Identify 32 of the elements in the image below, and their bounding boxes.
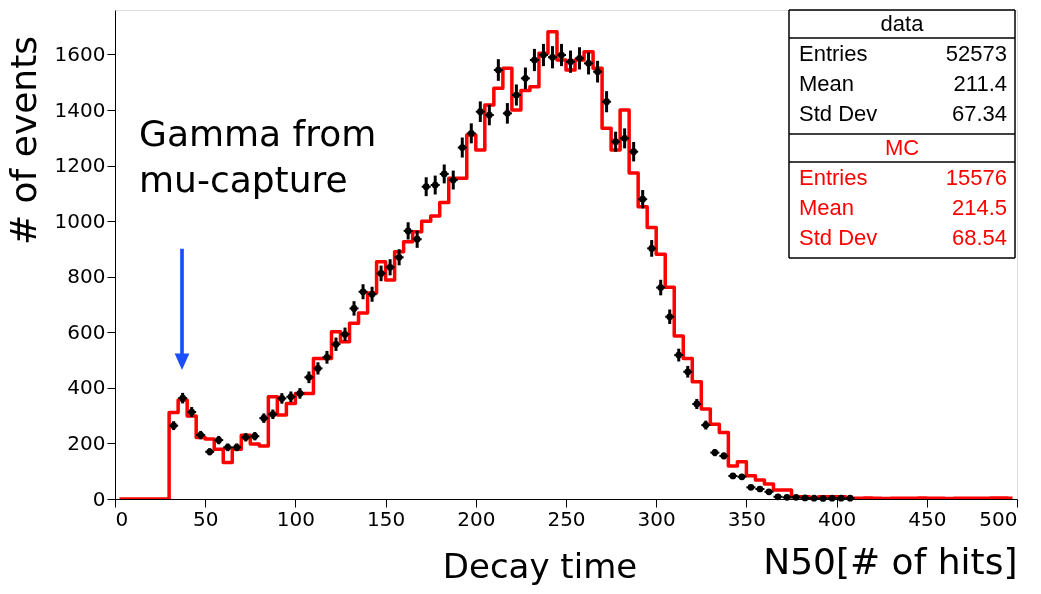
x-tick-label: 300 — [637, 506, 676, 531]
y-tick-label: 1000 — [54, 208, 106, 233]
y-tick-label: 400 — [67, 375, 106, 400]
y-tick-label: 1400 — [54, 97, 106, 122]
x-axis-title: N50[# of hits] — [763, 540, 1018, 582]
text: data — [880, 11, 925, 36]
text: MC — [884, 135, 920, 160]
y-tick-label: 600 — [67, 319, 106, 344]
x-tick-label: 400 — [818, 506, 857, 531]
x-tick-label: 50 — [192, 506, 219, 531]
x-tick-label: 250 — [547, 506, 586, 531]
text: Mean 214.5 — [799, 195, 1007, 220]
y-tick-label: 1200 — [54, 153, 106, 178]
y-tick-label: 1600 — [54, 41, 106, 66]
text: Mean 211.4 — [799, 71, 1007, 96]
x-tick-label: 450 — [908, 506, 947, 531]
text: Std Dev 68.54 — [799, 225, 1007, 250]
y-tick-label: 0 — [92, 486, 106, 511]
x-tick-label: 500 — [979, 506, 1018, 531]
text: Entries 15576 — [799, 165, 1007, 190]
y-axis-title: # of events — [2, 35, 44, 246]
x-tick-label: 0 — [115, 506, 129, 531]
text: Decay time — [442, 546, 638, 586]
x-tick-label: 200 — [457, 506, 496, 531]
text: Std Dev 67.34 — [799, 101, 1007, 126]
y-tick-label: 200 — [67, 430, 106, 455]
x-tick-label: 150 — [367, 506, 406, 531]
annotation: Gamma from mu-capture — [139, 113, 377, 200]
x-tick-label: 100 — [276, 506, 315, 531]
y-tick-label: 800 — [67, 264, 106, 289]
text: Entries 52573 — [799, 41, 1007, 66]
x-tick-label: 350 — [727, 506, 766, 531]
